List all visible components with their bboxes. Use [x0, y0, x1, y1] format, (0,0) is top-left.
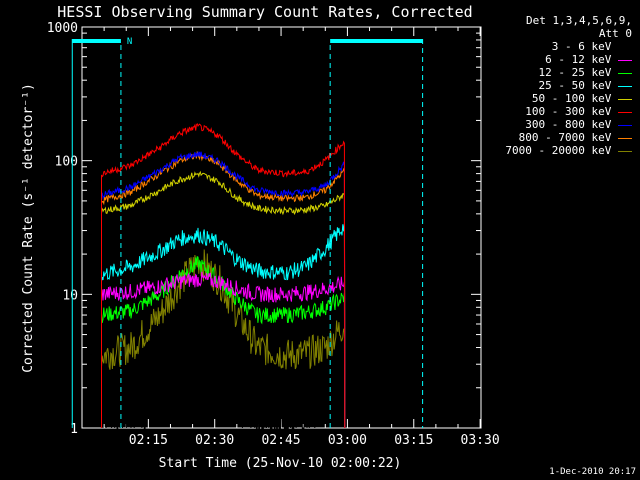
series-line: [101, 223, 346, 429]
legend-item: 6 - 12 keV: [545, 53, 632, 66]
legend-header: Det 1,3,4,5,6,9,: [526, 14, 632, 27]
legend-item: 100 - 300 keV: [525, 105, 632, 118]
legend-item: 12 - 25 keV: [539, 66, 632, 79]
legend-label: 7000 - 20000 keV: [505, 144, 618, 157]
footer-date: 1-Dec-2010 20:17: [549, 467, 636, 477]
legend-label: 50 - 100 keV: [531, 92, 618, 105]
legend-item: 25 - 50 keV: [539, 79, 632, 92]
legend-label: 25 - 50 keV: [538, 79, 618, 92]
legend-swatch: [618, 46, 632, 48]
attenuator-layer: N: [71, 37, 424, 428]
y-axis-label: Corrected Count Rate (s⁻¹ detector⁻¹): [21, 83, 36, 373]
y-tick-label: 1: [70, 422, 78, 437]
legend-swatch: [618, 150, 632, 152]
series-line: [101, 249, 346, 429]
legend-swatch: [618, 59, 632, 61]
y-tick-label: 10: [62, 288, 78, 303]
x-tick-label: 02:45: [261, 433, 300, 448]
legend-item: 300 - 800 keV: [525, 118, 632, 131]
series-line: [101, 151, 346, 429]
y-tick-label: 1000: [47, 21, 78, 36]
series-line: [101, 150, 346, 429]
series-layer: [101, 122, 346, 429]
chart-title: HESSI Observing Summary Count Rates, Cor…: [57, 3, 472, 21]
legend-item: 3 - 6 keV: [552, 40, 632, 53]
legend-label: 6 - 12 keV: [545, 53, 618, 66]
series-line: [101, 170, 346, 429]
legend-swatch: [618, 98, 632, 100]
series-line: [101, 255, 346, 429]
legend-item: 50 - 100 keV: [532, 92, 632, 105]
legend-item: 800 - 7000 keV: [519, 131, 632, 144]
legend-label: 800 - 7000 keV: [518, 131, 618, 144]
legend-swatch: [618, 111, 632, 113]
legend-label: 100 - 300 keV: [525, 105, 618, 118]
x-tick-label: 03:00: [328, 433, 367, 448]
attenuator-segment: [72, 39, 121, 43]
legend-swatch: [618, 124, 632, 126]
legend-swatch: [618, 85, 632, 87]
attenuator-segment: [330, 39, 423, 43]
legend-label: 12 - 25 keV: [538, 66, 618, 79]
series-line: [101, 122, 346, 429]
x-tick-label: 02:30: [195, 433, 234, 448]
legend-label: 300 - 800 keV: [525, 118, 618, 131]
x-tick-label: 03:30: [461, 433, 500, 448]
x-tick-label: 03:15: [394, 433, 433, 448]
legend-swatch: [618, 137, 632, 139]
x-tick-label: 02:15: [129, 433, 168, 448]
x-axis-label: Start Time (25-Nov-10 02:00:22): [159, 456, 402, 471]
series-line: [101, 271, 346, 429]
legend-item: 7000 - 20000 keV: [505, 144, 632, 157]
y-tick-label: 100: [55, 155, 78, 170]
series-line: [101, 314, 346, 429]
legend-swatch: [618, 72, 632, 74]
attenuator-label: N: [127, 37, 132, 47]
legend-label: 3 - 6 keV: [551, 40, 618, 53]
axis-ticks: 1 10 100 1000 02:15 02:30 02:45 03:00 03:15 03:30: [47, 21, 500, 448]
legend-header: Att 0: [598, 27, 632, 40]
